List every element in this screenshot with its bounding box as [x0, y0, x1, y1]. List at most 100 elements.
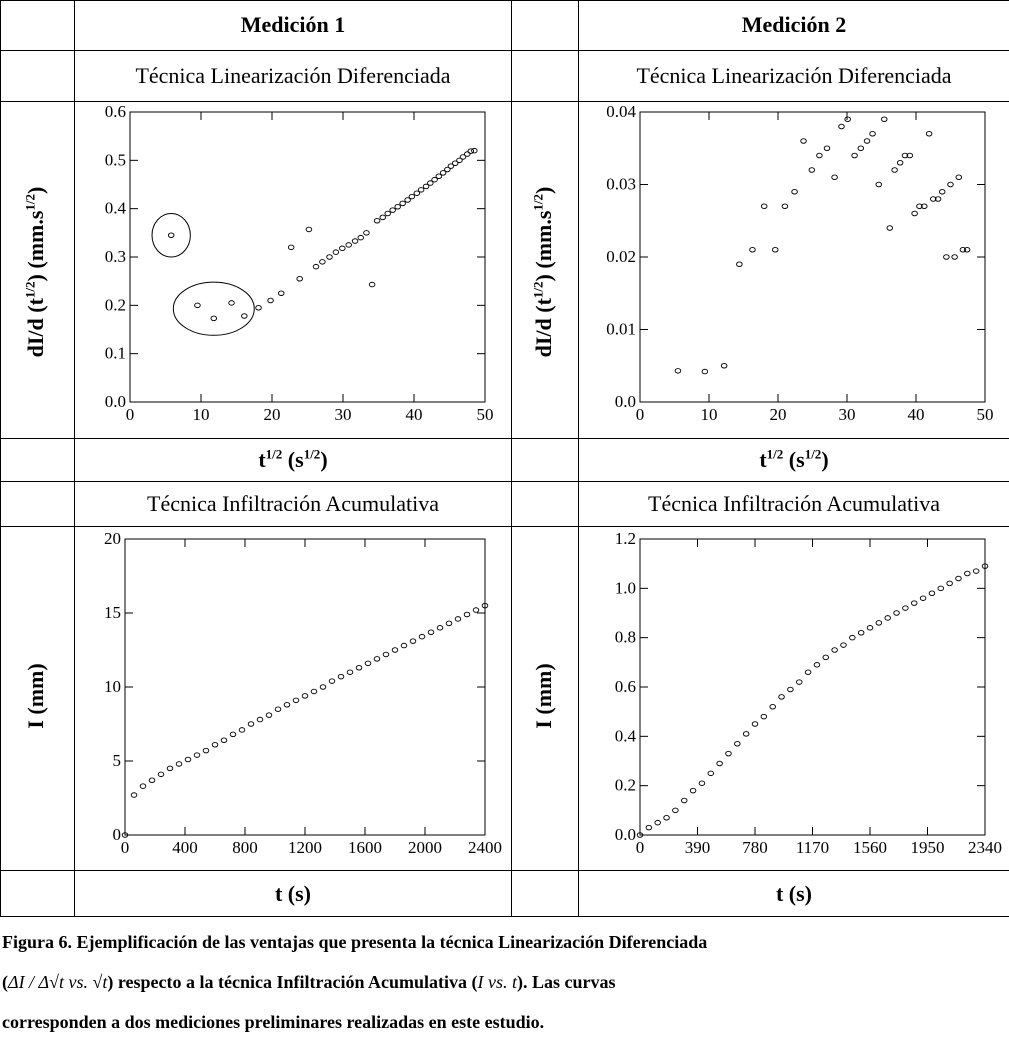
data-point	[654, 819, 661, 826]
data-point	[734, 740, 741, 747]
data-point	[274, 706, 282, 712]
data-point	[210, 315, 218, 322]
x-tick-label: 1600	[348, 838, 382, 857]
data-point	[720, 362, 728, 369]
data-point	[292, 697, 300, 704]
data-point	[875, 181, 882, 188]
data-point	[364, 660, 372, 667]
data-point	[228, 300, 235, 306]
data-point	[849, 634, 856, 641]
data-point	[901, 152, 909, 159]
data-point	[184, 756, 192, 763]
data-point	[373, 217, 381, 224]
y-axis-label-left-top: dI/d (t1/2) (mm.s1/2)	[22, 186, 48, 358]
data-point	[357, 234, 365, 241]
y-tick-label: 0.01	[606, 320, 636, 339]
y-tick-label: 0.8	[615, 628, 636, 647]
x-tick-label: 1560	[853, 838, 887, 857]
x-tick-label: 20	[264, 405, 281, 424]
plot-frame	[129, 111, 486, 403]
data-point	[345, 242, 352, 248]
data-point	[943, 254, 950, 260]
rule-col3	[578, 0, 579, 917]
scatter-plot-medicion-1-linearizacion: 0 10 20 30 40 50 0.0 0.1 0.2 0.3 0.4 0.5 0.6	[105, 102, 494, 424]
y-tick-label: 20	[104, 529, 121, 548]
data-point	[816, 152, 823, 159]
y-tick-label: 0	[113, 825, 122, 844]
rule-3	[0, 438, 1009, 439]
x-axis-label-right-top: t1/2 (s1/2)	[759, 446, 829, 472]
data-point	[238, 727, 246, 733]
y-axis-label-right-bottom: I (mm)	[531, 663, 556, 729]
data-point	[636, 832, 644, 838]
x-tick-label: 2400	[468, 838, 502, 857]
data-point	[379, 214, 387, 221]
data-point	[800, 138, 807, 144]
data-point	[881, 116, 888, 122]
data-point	[439, 170, 447, 176]
data-point	[194, 302, 201, 309]
data-point	[456, 157, 463, 164]
data-point	[906, 152, 914, 159]
x-tick-label: 2000	[408, 838, 442, 857]
data-point	[831, 174, 838, 180]
data-point	[925, 131, 933, 137]
data-point	[422, 183, 430, 190]
data-point	[707, 770, 715, 777]
data-point	[339, 245, 346, 252]
data-point	[955, 174, 963, 180]
y-axis-label-right-top: dI/d (t1/2) (mm.s1/2)	[530, 186, 556, 358]
data-point	[863, 138, 871, 144]
figure-caption-line-1: Figura 6. Ejemplificación de las ventaja…	[2, 932, 708, 952]
y-tick-label: 0.0	[105, 392, 126, 411]
data-point	[148, 777, 156, 783]
x-tick-label: 800	[232, 838, 258, 857]
rule-top	[0, 0, 1009, 1]
data-point	[464, 151, 471, 157]
data-point	[938, 188, 946, 195]
data-point	[911, 210, 918, 217]
data-point	[813, 662, 821, 668]
data-point	[844, 116, 851, 122]
y-tick-label: 10	[104, 677, 121, 696]
data-point	[211, 741, 219, 748]
plot-frame	[639, 538, 986, 836]
data-point	[417, 187, 425, 193]
data-point	[840, 642, 847, 648]
data-point	[389, 207, 396, 213]
rule-5	[0, 526, 1009, 527]
y-tick-label: 0.5	[105, 150, 126, 169]
data-point	[769, 703, 776, 710]
rule-col2	[511, 0, 512, 917]
data-point	[175, 761, 183, 767]
data-point	[869, 131, 876, 137]
data-point	[928, 590, 936, 597]
data-point	[471, 147, 478, 154]
data-point	[875, 620, 883, 626]
y-tick-label: 0.6	[615, 677, 636, 696]
data-point	[157, 771, 165, 778]
data-point	[427, 180, 434, 186]
rule-left	[0, 0, 1, 917]
data-point	[831, 647, 838, 653]
data-point	[255, 304, 262, 311]
y-tick-label: 0.1	[105, 344, 126, 363]
data-point	[645, 824, 653, 831]
y-tick-label: 5	[113, 751, 122, 770]
data-point	[749, 246, 756, 253]
x-tick-label: 1170	[796, 838, 829, 857]
data-point	[934, 196, 942, 202]
data-point	[725, 750, 732, 757]
y-tick-label: 0.2	[105, 295, 126, 314]
data-point	[481, 602, 489, 609]
data-point	[319, 684, 327, 690]
data-point	[857, 145, 865, 152]
data-point	[451, 160, 459, 166]
data-point	[391, 647, 399, 653]
rule-7	[0, 916, 1009, 917]
x-tick-label: 0	[636, 838, 645, 857]
y-tick-label: 1.2	[615, 529, 636, 548]
technique-label-right-bottom: Técnica Infiltración Acumulativa	[648, 491, 940, 516]
data-point	[447, 163, 455, 169]
x-tick-label: 40	[406, 405, 423, 424]
